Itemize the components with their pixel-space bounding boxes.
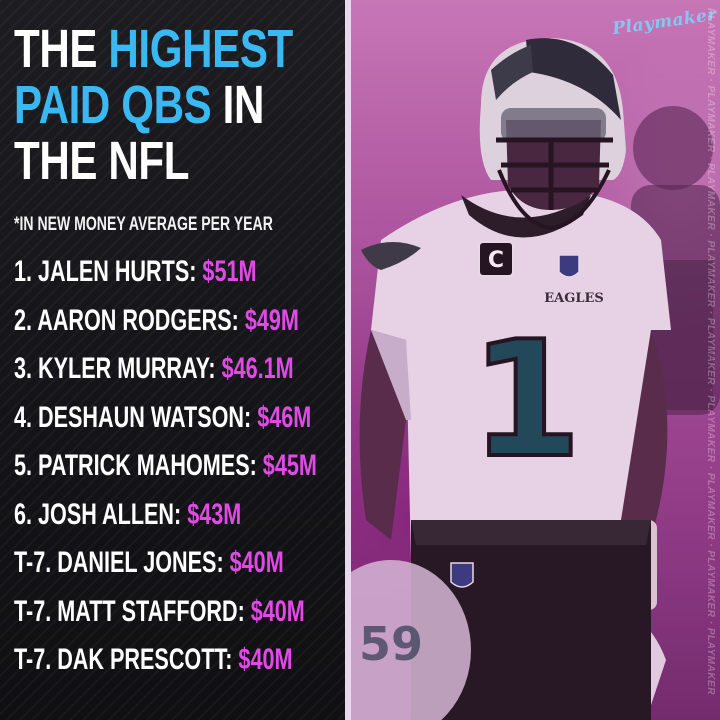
salary-amount: $46.1M xyxy=(221,352,294,385)
helmet-wing-shade xyxy=(491,45,533,100)
salary-amount: $49M xyxy=(244,303,299,337)
player-label: 3. KYLER MURRAY: xyxy=(14,352,222,385)
ranking-item: T-7. DAK PRESCOTT: $40M xyxy=(14,640,317,689)
subtitle-note: *IN NEW MONEY AVERAGE PER YEAR xyxy=(14,214,273,235)
side-watermark: PLAYMAKER · PLAYMAKER · PLAYMAKER · PLAY… xyxy=(705,8,716,695)
salary-amount: $40M xyxy=(229,546,284,579)
headline-text: IN xyxy=(211,75,265,135)
eagle-logo xyxy=(361,241,421,270)
ranking-item: 2. AARON RODGERS: $49M xyxy=(14,301,317,350)
headline-highlight: PAID QBS xyxy=(14,75,212,135)
player-label: T-7. MATT STAFFORD: xyxy=(14,594,251,628)
player-illustration: 1 C EAGLES 59 xyxy=(351,0,720,720)
headline-text: THE NFL xyxy=(14,131,190,191)
salary-amount: $45M xyxy=(262,449,317,482)
salary-amount: $40M xyxy=(250,594,305,628)
chin-strap xyxy=(497,169,611,231)
background-figure xyxy=(633,106,713,190)
color-overlay xyxy=(351,0,720,720)
captain-patch xyxy=(478,241,514,277)
headline-text: THE xyxy=(14,19,109,79)
jersey-shoulder-shade xyxy=(371,330,411,420)
headline-line-2: PAID QBS IN xyxy=(14,78,271,134)
helmet-wing xyxy=(526,38,621,120)
player-label: 4. DESHAUN WATSON: xyxy=(14,400,258,434)
pants-highlight xyxy=(411,520,651,545)
captain-patch-letter: C xyxy=(488,248,504,273)
salary-amount: $43M xyxy=(187,497,242,531)
text-panel: THE HIGHEST PAID QBS IN THE NFL *IN NEW … xyxy=(0,0,345,720)
headline-highlight: HIGHEST xyxy=(108,19,293,79)
jersey-number: 1 xyxy=(470,306,581,493)
panel-divider xyxy=(345,0,351,720)
player-label: 5. PATRICK MAHOMES: xyxy=(14,449,263,482)
foreground-helmet-number: 59 xyxy=(359,617,423,671)
player-label: T-7. DAK PRESCOTT: xyxy=(14,643,239,676)
jersey-body xyxy=(371,189,671,561)
ranking-item: T-7. DANIEL JONES: $40M xyxy=(14,543,317,592)
ranking-item: 1. JALEN HURTS: $51M xyxy=(14,252,317,301)
ranking-item: 3. KYLER MURRAY: $46.1M xyxy=(14,349,317,398)
player-label: T-7. DANIEL JONES: xyxy=(14,546,230,579)
headline-line-3: THE NFL xyxy=(14,134,271,190)
salary-amount: $46M xyxy=(257,400,312,434)
headline: THE HIGHEST PAID QBS IN THE NFL xyxy=(14,19,293,190)
nfl-shield xyxy=(558,254,580,278)
player-label: 2. AARON RODGERS: xyxy=(14,303,245,337)
ranking-item: 5. PATRICK MAHOMES: $45M xyxy=(14,446,317,495)
player-label: 6. JOSH ALLEN: xyxy=(14,497,188,531)
foreground-helmet xyxy=(351,560,471,720)
visor xyxy=(501,108,606,142)
player-label: 1. JALEN HURTS: xyxy=(14,255,203,288)
player-arm-left xyxy=(359,330,406,540)
ranking-item: T-7. MATT STAFFORD: $40M xyxy=(14,592,317,641)
nfl-shield-pants xyxy=(450,562,474,588)
headline-line-1: THE HIGHEST xyxy=(14,19,293,79)
ranking-item: 6. JOSH ALLEN: $43M xyxy=(14,495,317,544)
rankings-list: 1. JALEN HURTS: $51M 2. AARON RODGERS: $… xyxy=(14,252,435,689)
salary-amount: $40M xyxy=(238,643,293,676)
salary-amount: $51M xyxy=(202,255,257,288)
player-photo: 1 C EAGLES 59 xyxy=(351,0,720,720)
ranking-item: 4. DESHAUN WATSON: $46M xyxy=(14,398,317,447)
facemask xyxy=(496,137,613,210)
team-wordmark: EAGLES xyxy=(544,291,604,306)
